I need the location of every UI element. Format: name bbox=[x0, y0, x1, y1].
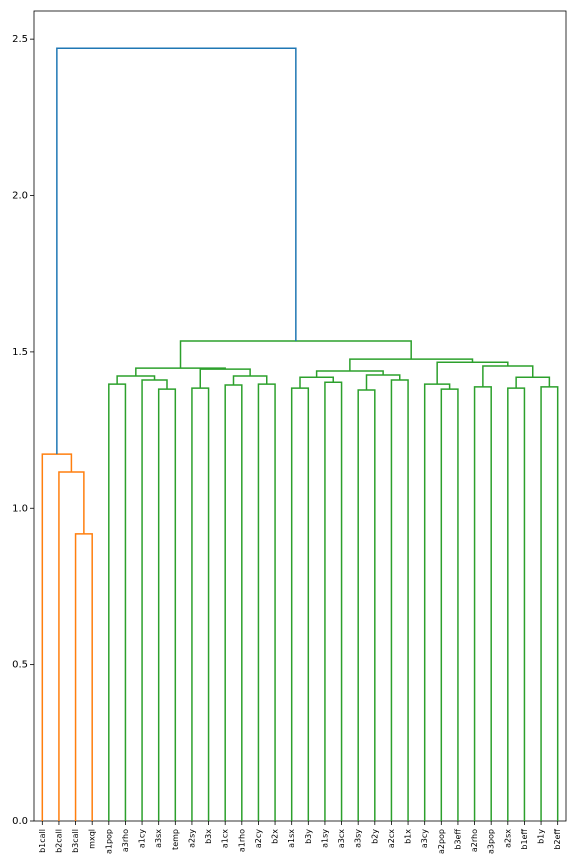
leaf-label: a2cx bbox=[387, 829, 396, 848]
y-tick-label: 1.0 bbox=[12, 503, 28, 514]
leaf-label: b2eff bbox=[553, 829, 562, 850]
leaf-label: b3eff bbox=[453, 829, 462, 850]
leaf-label: b1x bbox=[404, 829, 413, 844]
leaf-label: b2call bbox=[54, 829, 63, 853]
y-tick-label: 0.5 bbox=[12, 660, 28, 671]
dendrogram-link bbox=[482, 365, 534, 387]
dendrogram-link bbox=[157, 388, 177, 821]
leaf-label: a1cy bbox=[138, 829, 147, 848]
y-tick-label: 0.0 bbox=[12, 816, 28, 827]
leaf-label: b2x bbox=[271, 829, 280, 844]
leaf-label: a3rho bbox=[121, 829, 130, 852]
dendrogram-link bbox=[324, 381, 343, 821]
plot-frame bbox=[33, 10, 567, 822]
dendrogram-link bbox=[365, 374, 401, 391]
leaf-label: b3y bbox=[304, 829, 313, 844]
dendrogram-link bbox=[74, 533, 93, 821]
leaf-label: a2sy bbox=[187, 829, 196, 848]
leaf-label: b3x bbox=[204, 829, 213, 844]
leaf-label: a3sy bbox=[354, 829, 363, 848]
leaf-label: a1sy bbox=[320, 829, 329, 848]
leaf-label: a3sx bbox=[154, 829, 163, 848]
leaf-label: a3pop bbox=[487, 829, 496, 854]
leaf-label: a1pop bbox=[104, 829, 113, 854]
leaf-label: a1cx bbox=[221, 829, 230, 848]
dendrogram-link bbox=[473, 386, 492, 821]
y-tick-label: 2.5 bbox=[12, 34, 28, 45]
dendrogram-link bbox=[108, 383, 127, 821]
dendrogram-link bbox=[423, 383, 451, 821]
dendrogram-link bbox=[540, 386, 559, 821]
leaf-label: b1call bbox=[38, 829, 47, 853]
leaf-label: mxql bbox=[88, 829, 97, 849]
y-tick-label: 1.5 bbox=[12, 347, 28, 358]
dendrogram-link bbox=[257, 383, 276, 821]
y-tick-label: 2.0 bbox=[12, 191, 28, 202]
dendrogram-link bbox=[507, 387, 526, 821]
leaf-label: a3cx bbox=[337, 829, 346, 848]
leaf-label: b2y bbox=[370, 829, 379, 844]
leaf-label: a1rho bbox=[237, 829, 246, 852]
dendrogram-link bbox=[56, 47, 297, 455]
dendrogram-link bbox=[349, 358, 474, 371]
dendrogram-link bbox=[290, 387, 310, 821]
leaf-label: a2cy bbox=[254, 829, 263, 848]
dendrogram-link bbox=[199, 368, 251, 389]
dendrogram-link bbox=[179, 340, 412, 369]
dendrogram-link bbox=[440, 388, 459, 821]
leaf-label: b1eff bbox=[520, 829, 529, 850]
dendrogram-link bbox=[357, 389, 376, 821]
leaf-label: a2rho bbox=[470, 829, 479, 852]
dendrogram-link bbox=[390, 379, 409, 821]
dendrogram-link bbox=[135, 367, 226, 376]
dendrogram-link bbox=[141, 379, 168, 821]
leaf-label: a2pop bbox=[437, 829, 446, 854]
leaf-label: b3call bbox=[71, 829, 80, 853]
dendrogram-link bbox=[41, 453, 73, 821]
dendrogram-link bbox=[224, 384, 243, 821]
dendrogram-link bbox=[315, 370, 384, 378]
leaf-label: a1sx bbox=[287, 829, 296, 848]
dendrogram-link bbox=[191, 387, 210, 821]
leaf-label: temp bbox=[171, 829, 180, 850]
leaf-label: a2sx bbox=[503, 829, 512, 848]
dendrogram-link bbox=[58, 471, 85, 821]
leaf-label: b1y bbox=[537, 829, 546, 844]
leaf-label: a3cy bbox=[420, 829, 429, 848]
